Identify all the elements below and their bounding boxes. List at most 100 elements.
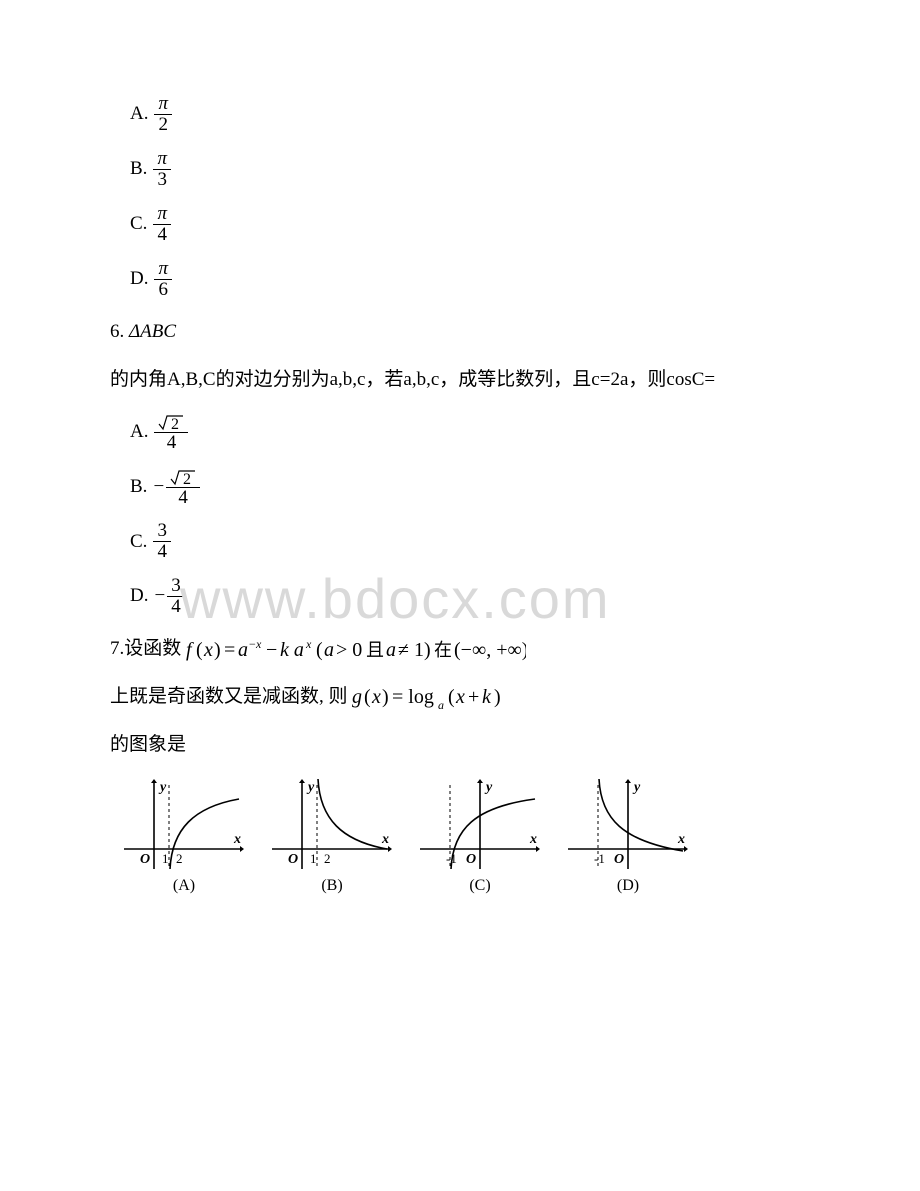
graph-plot: yxO12 (272, 779, 392, 869)
svg-text:k: k (482, 686, 492, 708)
svg-text:x: x (203, 639, 213, 661)
fraction: 2 4 (154, 412, 188, 453)
denominator: 4 (174, 488, 192, 508)
question-number: 6. (110, 321, 124, 342)
denominator: 4 (153, 542, 171, 562)
q7-line3: 的图象是 (110, 727, 820, 763)
sqrt-icon: 2 (158, 413, 184, 431)
numerator: 3 (153, 521, 171, 542)
q5-option-d: D. π 6 (130, 259, 820, 300)
formula-f: f ( x ) = a − x − k a x ( a > 0 且 a ≠ 1)… (186, 636, 526, 664)
sqrt-radicand: 2 (183, 471, 191, 486)
fraction: 2 4 (166, 467, 200, 508)
denominator: 4 (167, 597, 185, 617)
svg-text:(: ( (448, 686, 455, 708)
svg-text:2: 2 (176, 851, 183, 866)
q6-heading: 6. ΔABC (110, 314, 820, 350)
q7-line1: 7.设函数 f ( x ) = a − x − k a x ( a > 0 且 … (110, 631, 820, 667)
graph-option-label: (C) (469, 875, 490, 897)
svg-text:x: x (371, 686, 381, 708)
graph-plot: y x O -1 (568, 779, 688, 869)
svg-text:−: − (249, 637, 256, 651)
svg-text:y: y (632, 780, 641, 795)
denominator: 6 (155, 280, 173, 300)
q6-option-b: B. − 2 4 (130, 467, 820, 508)
fraction: 3 4 (153, 521, 171, 562)
svg-text:= log: = log (392, 686, 434, 708)
numerator: π (153, 204, 171, 225)
numerator: 2 (166, 467, 200, 488)
svg-text:≠ 1): ≠ 1) (398, 639, 431, 661)
svg-text:-1: -1 (446, 851, 457, 866)
svg-text:(−∞, +∞): (−∞, +∞) (454, 639, 526, 661)
graph-plot: yxO-1 (420, 779, 540, 869)
svg-text:x: x (255, 637, 262, 651)
svg-text:在: 在 (434, 640, 452, 660)
svg-text:O: O (614, 852, 624, 867)
numerator: π (154, 259, 172, 280)
fraction: π 4 (153, 204, 171, 245)
svg-text:2: 2 (324, 851, 331, 866)
option-label: A. (130, 101, 148, 128)
numerator: π (154, 94, 172, 115)
graph-cell: yxO12(A) (124, 779, 244, 897)
graph-option-label: (A) (173, 875, 195, 897)
denominator: 4 (163, 433, 181, 453)
negative-sign: − (154, 583, 165, 610)
svg-text:k a: k a (280, 639, 304, 661)
svg-text:x: x (233, 832, 241, 847)
question-number: 7. (110, 638, 124, 659)
q6-option-a: A. 2 4 (130, 412, 820, 453)
svg-text:1: 1 (162, 851, 169, 866)
q7-graphs-row: yxO12(A)yxO12(B)yxO-1(C)yxO-1(D) (124, 779, 820, 897)
svg-text:y: y (158, 780, 167, 795)
svg-text:-1: -1 (594, 851, 605, 866)
option-label: C. (130, 529, 147, 556)
svg-text:x: x (455, 686, 465, 708)
sqrt-radicand: 2 (171, 416, 179, 431)
q7-prefix: 设函数 (124, 638, 181, 659)
denominator: 2 (155, 115, 173, 135)
svg-text:x: x (677, 832, 685, 847)
negative-sign: − (153, 474, 164, 501)
option-label: B. (130, 474, 147, 501)
denominator: 3 (153, 170, 171, 190)
option-label: B. (130, 156, 147, 183)
q7-line2-prefix: 上既是奇函数又是减函数, 则 (110, 686, 348, 707)
svg-text:(: ( (196, 639, 203, 661)
svg-text:且: 且 (366, 640, 384, 660)
graph-cell: yxO-1(D) (568, 779, 688, 897)
fraction: 3 4 (167, 576, 185, 617)
numerator: 2 (154, 412, 188, 433)
graph-cell: yxO-1(C) (420, 779, 540, 897)
svg-text:(: ( (364, 686, 371, 708)
formula-g: g ( x ) = log a ( x + k ) (352, 685, 522, 711)
svg-text:a: a (324, 639, 334, 661)
fraction: π 6 (154, 259, 172, 300)
svg-text:y: y (484, 780, 493, 795)
svg-text:x: x (305, 637, 312, 651)
fraction: π 3 (153, 149, 171, 190)
svg-text:−: − (266, 639, 277, 661)
q6-stem: 的内角A,B,C的对边分别为a,b,c，若a,b,c，成等比数列，且c=2a，则… (110, 362, 820, 398)
option-label: D. (130, 266, 148, 293)
q5-option-b: B. π 3 (130, 149, 820, 190)
svg-text:> 0: > 0 (336, 639, 362, 661)
svg-text:): ) (382, 686, 389, 708)
graph-option-label: (B) (321, 875, 342, 897)
svg-text:): ) (494, 686, 501, 708)
svg-text:1: 1 (310, 851, 317, 866)
q5-option-c: C. π 4 (130, 204, 820, 245)
option-label: C. (130, 211, 147, 238)
denominator: 4 (153, 225, 171, 245)
svg-text:=: = (224, 639, 235, 661)
svg-text:O: O (288, 852, 298, 867)
svg-text:+: + (468, 686, 479, 708)
svg-text:(: ( (316, 639, 323, 661)
option-label: D. (130, 583, 148, 610)
q5-option-a: A. π 2 (130, 94, 820, 135)
svg-text:a: a (438, 698, 444, 711)
q6-option-d: D. − 3 4 (130, 576, 820, 617)
svg-text:x: x (381, 832, 389, 847)
svg-text:O: O (466, 852, 476, 867)
